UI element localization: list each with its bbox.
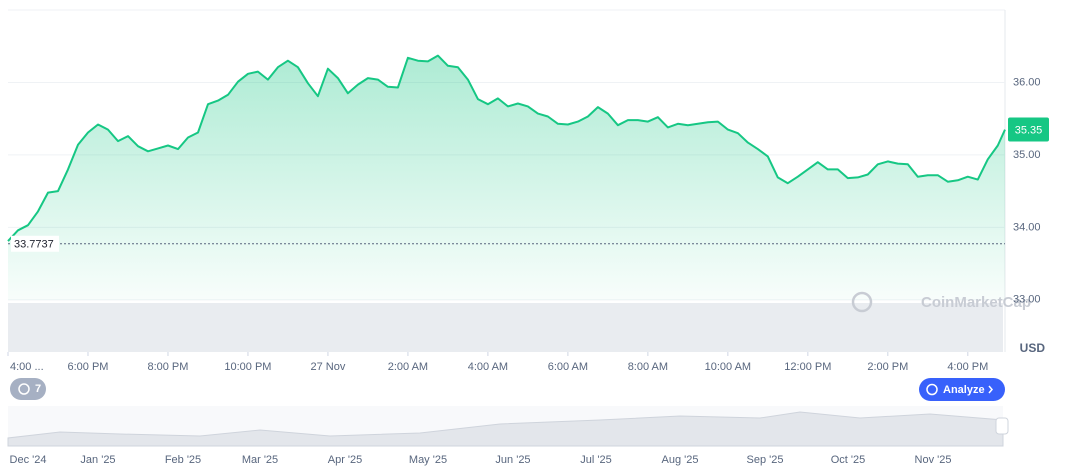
x-tick-label: 4:00 PM	[947, 361, 988, 373]
price-line	[7, 54, 1006, 242]
alerts-pill[interactable]	[10, 378, 46, 400]
navigator-label: Sep '25	[747, 454, 784, 466]
analyze-icon	[926, 383, 938, 396]
watermark-logo	[851, 291, 873, 313]
navigator-label: Oct '25	[831, 454, 866, 466]
x-tick-label: 2:00 AM	[388, 361, 428, 373]
volume-band	[8, 303, 1003, 352]
navigator-label: Jan '25	[80, 454, 115, 466]
x-tick-label: 8:00 AM	[628, 361, 668, 373]
navigator-label: Feb '25	[165, 454, 201, 466]
x-tick-label: 4:00 AM	[468, 361, 508, 373]
reference-label: 33.7737	[14, 239, 54, 251]
y-tick-label: 33.00	[1013, 294, 1041, 306]
navigator-label: May '25	[409, 454, 447, 466]
x-tick-label: 12:00 PM	[784, 361, 831, 373]
x-tick-label: 8:00 PM	[147, 361, 188, 373]
analyze-chevron	[988, 385, 993, 394]
navigator-label: Dec '24	[10, 454, 47, 466]
x-tick-label: 10:00 AM	[705, 361, 751, 373]
current-price-badge	[1008, 117, 1049, 142]
price-area	[8, 55, 1005, 300]
navigator-label: Aug '25	[662, 454, 699, 466]
x-tick-label: 4:00 ...	[10, 361, 44, 373]
y-tick-label: 36.00	[1013, 76, 1041, 88]
navigator-handle[interactable]	[995, 417, 1009, 435]
x-tick-label: 6:00 PM	[67, 361, 108, 373]
series	[7, 54, 1006, 300]
analyze-pill[interactable]	[919, 378, 1005, 401]
navigator-label: Apr '25	[328, 454, 363, 466]
y-tick-label: 35.00	[1013, 149, 1041, 161]
navigator-labels: Dec '24 Jan '25 Feb '25 Mar '25 Apr '25 May '…	[10, 454, 952, 466]
y-tick-label: 34.00	[1013, 221, 1041, 233]
current-price-label: 35.35	[1015, 124, 1043, 136]
navigator-area	[7, 411, 1004, 447]
watermark: CoinMarketCap	[921, 294, 1031, 311]
navigator-label: Jun '25	[495, 454, 530, 466]
x-tick-label: 2:00 PM	[867, 361, 908, 373]
alerts-button[interactable]: 7	[10, 378, 46, 400]
alerts-count: 7	[35, 383, 41, 395]
x-tick-label: 27 Nov	[311, 361, 346, 373]
x-tick-label: 6:00 AM	[548, 361, 588, 373]
x-tick-label: 10:00 PM	[224, 361, 271, 373]
currency-label: USD	[1020, 341, 1046, 355]
navigator-label: Nov '25	[915, 454, 952, 466]
navigator-label: Jul '25	[580, 454, 611, 466]
navigator-label: Mar '25	[242, 454, 278, 466]
analyze-label: Analyze	[943, 384, 985, 396]
reference-label-bg	[11, 235, 59, 252]
analyze-button[interactable]: Analyze	[919, 378, 1005, 401]
alerts-icon	[18, 383, 30, 395]
